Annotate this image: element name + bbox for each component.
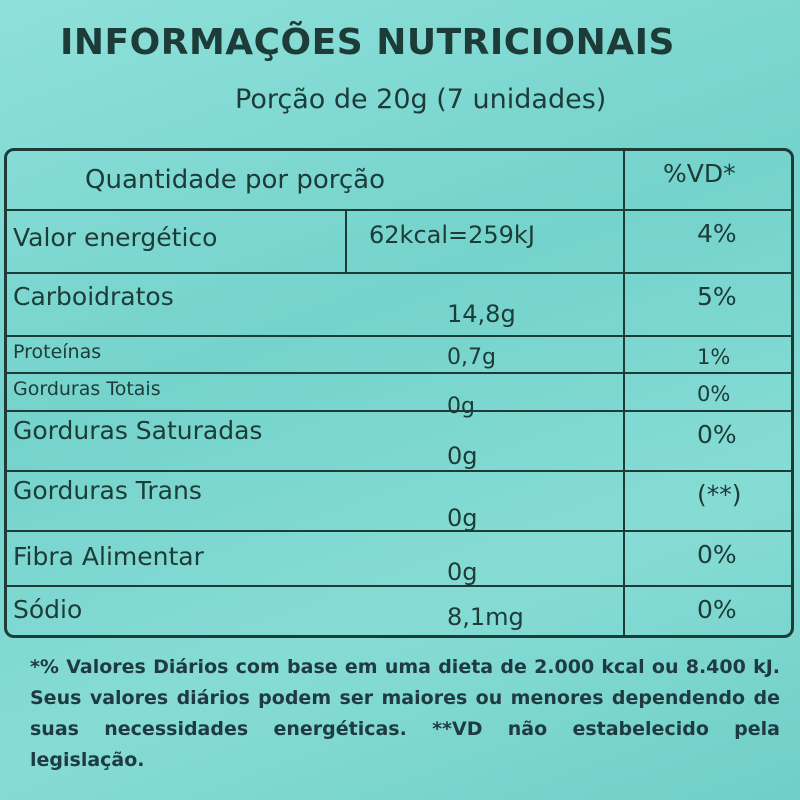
nutrient-name: Fibra Alimentar bbox=[13, 542, 204, 571]
nutrient-name: Valor energético bbox=[13, 223, 218, 252]
amount: 62kcal=259kJ bbox=[369, 221, 535, 249]
table-row: Valor energético 62kcal=259kJ 4% bbox=[7, 211, 791, 274]
daily-value: 0% bbox=[697, 595, 737, 624]
nutrient-name: Sódio bbox=[13, 595, 83, 624]
nutrient-name: Carboidratos bbox=[13, 282, 174, 311]
daily-value: 5% bbox=[697, 282, 737, 311]
table-row: Gorduras Saturadas 0g 0% bbox=[7, 412, 791, 472]
nutrient-name: Proteínas bbox=[13, 341, 102, 363]
table-row: Fibra Alimentar 0g 0% bbox=[7, 532, 791, 587]
amount: 8,1mg bbox=[447, 603, 524, 631]
amount: 0,7g bbox=[447, 345, 496, 370]
daily-value: 0% bbox=[697, 420, 737, 449]
amount: 14,8g bbox=[447, 300, 516, 328]
footnote: *% Valores Diários com base em uma dieta… bbox=[30, 656, 780, 771]
subtitle: Porção de 20g (7 unidades) bbox=[235, 84, 607, 115]
amount: 0g bbox=[447, 558, 478, 586]
daily-value: 4% bbox=[697, 219, 737, 248]
amount: 0g bbox=[447, 442, 478, 470]
daily-value: 0% bbox=[697, 540, 737, 569]
daily-value: 1% bbox=[697, 345, 731, 369]
column-header: %VD* bbox=[663, 159, 736, 188]
amount: 0g bbox=[447, 394, 475, 419]
table-row: Gorduras Totais 0g 0% bbox=[7, 374, 791, 419]
daily-value: (**) bbox=[697, 480, 742, 509]
table-row: Gorduras Trans 0g (**) bbox=[7, 472, 791, 532]
column-header: Quantidade por porção bbox=[85, 165, 386, 195]
column-divider bbox=[345, 211, 347, 272]
amount: 0g bbox=[447, 504, 478, 532]
nutrient-name: Gorduras Trans bbox=[13, 476, 202, 505]
title: INFORMAÇÕES NUTRICIONAIS bbox=[60, 22, 675, 63]
table-row: Carboidratos 14,8g 5% bbox=[7, 274, 791, 337]
nutrient-name: Gorduras Saturadas bbox=[13, 416, 263, 445]
daily-value: 0% bbox=[697, 382, 731, 406]
table-row: Sódio 8,1mg 0% bbox=[7, 587, 791, 635]
nutrition-table: Quantidade por porção %VD* Valor energétic… bbox=[4, 148, 794, 638]
table-row: Proteínas 0,7g 1% bbox=[7, 337, 791, 374]
column-divider bbox=[623, 151, 625, 635]
header-row: Quantidade por porção %VD* bbox=[7, 151, 791, 211]
nutrient-name: Gorduras Totais bbox=[13, 378, 161, 400]
